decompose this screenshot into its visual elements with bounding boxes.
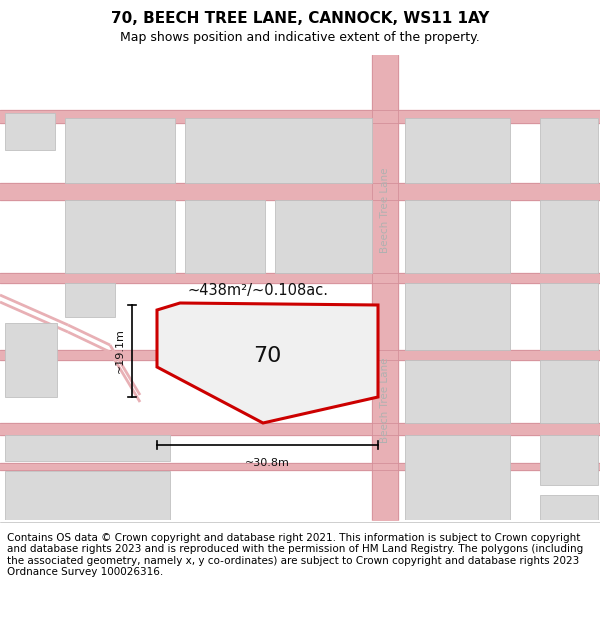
- Polygon shape: [185, 200, 265, 273]
- Polygon shape: [185, 118, 372, 183]
- Polygon shape: [65, 200, 175, 273]
- Text: 70, BEECH TREE LANE, CANNOCK, WS11 1AY: 70, BEECH TREE LANE, CANNOCK, WS11 1AY: [111, 11, 489, 26]
- Polygon shape: [540, 360, 598, 423]
- Polygon shape: [405, 200, 510, 273]
- Polygon shape: [540, 495, 598, 520]
- Polygon shape: [157, 303, 378, 423]
- Polygon shape: [65, 283, 115, 317]
- Text: Contains OS data © Crown copyright and database right 2021. This information is : Contains OS data © Crown copyright and d…: [7, 532, 583, 578]
- Text: ~19.1m: ~19.1m: [115, 329, 125, 373]
- Polygon shape: [540, 200, 598, 273]
- Text: ~30.8m: ~30.8m: [245, 458, 290, 468]
- Polygon shape: [405, 283, 510, 350]
- Text: Beech Tree Lane: Beech Tree Lane: [380, 168, 390, 252]
- Polygon shape: [405, 360, 510, 423]
- Polygon shape: [540, 435, 598, 485]
- Text: 70: 70: [253, 346, 281, 366]
- Polygon shape: [65, 118, 175, 183]
- Polygon shape: [5, 435, 170, 461]
- Text: Beech Tree Lane: Beech Tree Lane: [380, 357, 390, 442]
- Polygon shape: [540, 118, 598, 183]
- Polygon shape: [540, 283, 598, 350]
- Polygon shape: [405, 435, 510, 520]
- Polygon shape: [405, 118, 510, 183]
- Polygon shape: [5, 323, 57, 397]
- Polygon shape: [275, 200, 372, 273]
- Text: Map shows position and indicative extent of the property.: Map shows position and indicative extent…: [120, 31, 480, 44]
- Polygon shape: [5, 113, 55, 150]
- Text: ~438m²/~0.108ac.: ~438m²/~0.108ac.: [187, 282, 329, 298]
- Polygon shape: [5, 471, 170, 520]
